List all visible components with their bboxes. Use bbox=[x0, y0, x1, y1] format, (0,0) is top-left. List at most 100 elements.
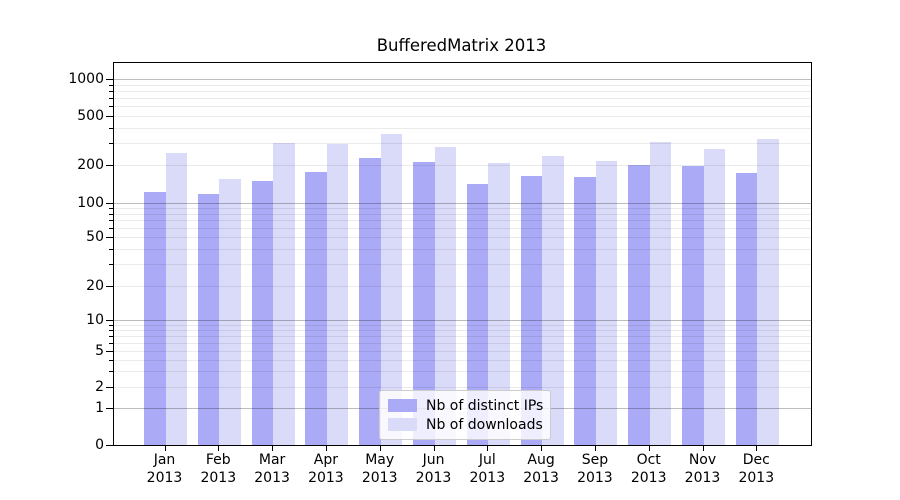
gridline-y-80 bbox=[114, 213, 811, 215]
y-minortick-mark-9 bbox=[109, 324, 113, 326]
x-tick-label-line: 2013 bbox=[254, 469, 290, 486]
y-tick-mark-10 bbox=[106, 320, 113, 321]
bar-nb-of-distinct-ips-feb-2013 bbox=[197, 193, 220, 445]
gridline-y-500 bbox=[114, 116, 811, 117]
gridline-y-6 bbox=[114, 342, 811, 344]
gridline-y-60 bbox=[114, 227, 811, 229]
y-tick-label-2: 2 bbox=[95, 379, 104, 396]
y-minortick-mark-7 bbox=[109, 335, 113, 337]
y-minortick-mark-90 bbox=[109, 207, 113, 209]
x-tick-mark-jan-2013 bbox=[164, 446, 166, 451]
y-minortick-mark-900 bbox=[109, 84, 113, 86]
x-tick-label-line: Apr bbox=[313, 452, 338, 468]
y-tick-mark-1000 bbox=[106, 79, 113, 80]
x-tick-label-line: Jul bbox=[478, 452, 496, 468]
x-tick-label-line: 2013 bbox=[308, 469, 344, 486]
gridline-y-4 bbox=[114, 359, 811, 361]
bar-nb-of-downloads-jun-2013 bbox=[434, 147, 456, 445]
x-tick-label-apr-2013: Apr 2013 bbox=[294, 452, 358, 487]
bar-nb-of-distinct-ips-oct-2013 bbox=[628, 164, 650, 445]
y-tick-mark-100 bbox=[106, 202, 113, 204]
gridline-y-5 bbox=[114, 351, 811, 352]
y-tick-label-0: 0 bbox=[95, 436, 104, 453]
x-tick-label-line: 2013 bbox=[415, 469, 452, 486]
x-tick-label-jul-2013: Jul 2013 bbox=[455, 452, 519, 487]
y-minortick-mark-400 bbox=[109, 127, 113, 129]
legend-swatch-downloads bbox=[388, 418, 417, 431]
gridline-y-1000 bbox=[114, 79, 811, 80]
bar-nb-of-downloads-dec-2013 bbox=[757, 139, 779, 445]
legend-label-downloads: Nb of downloads bbox=[426, 416, 543, 433]
x-tick-mark-jun-2013 bbox=[433, 446, 435, 451]
bar-nb-of-distinct-ips-jul-2013 bbox=[466, 184, 489, 445]
x-tick-mark-jul-2013 bbox=[487, 446, 489, 451]
x-tick-label-line: 2013 bbox=[200, 469, 237, 486]
y-minortick-mark-40 bbox=[109, 248, 113, 250]
gridline-y-200 bbox=[114, 165, 811, 166]
x-tick-label-line: 2013 bbox=[577, 469, 613, 486]
x-tick-label-oct-2013: Oct 2013 bbox=[617, 452, 681, 487]
bar-nb-of-distinct-ips-jan-2013 bbox=[144, 192, 166, 445]
bar-nb-of-distinct-ips-jun-2013 bbox=[413, 161, 435, 445]
gridline-y-50 bbox=[114, 236, 811, 238]
bar-nb-of-downloads-aug-2013 bbox=[542, 155, 564, 445]
gridline-y-400 bbox=[114, 127, 811, 129]
bar-nb-of-downloads-apr-2013 bbox=[326, 144, 349, 445]
y-minortick-mark-600 bbox=[109, 106, 113, 108]
x-tick-label-jan-2013: Jan 2013 bbox=[133, 452, 197, 487]
x-tick-label-line: 2013 bbox=[738, 469, 775, 486]
y-tick-mark-50 bbox=[106, 236, 113, 238]
y-minortick-mark-6 bbox=[109, 342, 113, 344]
y-minortick-mark-4 bbox=[109, 359, 113, 361]
y-tick-mark-20 bbox=[106, 285, 113, 287]
x-tick-mark-aug-2013 bbox=[541, 446, 543, 451]
y-minortick-mark-60 bbox=[109, 227, 113, 229]
legend-row-distinct-ips: Nb of distinct IPs bbox=[388, 396, 544, 415]
legend-label-distinct-ips: Nb of distinct IPs bbox=[426, 397, 544, 414]
x-tick-label-line: 2013 bbox=[523, 469, 559, 486]
x-tick-label-feb-2013: Feb 2013 bbox=[186, 452, 250, 487]
y-tick-mark-500 bbox=[106, 116, 113, 117]
x-tick-label-line: May bbox=[365, 452, 395, 468]
gridline-y-100 bbox=[114, 202, 811, 204]
bar-nb-of-downloads-sep-2013 bbox=[595, 161, 618, 445]
y-minortick-mark-3 bbox=[109, 371, 113, 373]
gridline-y-9 bbox=[114, 324, 811, 326]
x-tick-mark-nov-2013 bbox=[702, 446, 704, 451]
bar-nb-of-downloads-mar-2013 bbox=[273, 143, 295, 445]
legend-row-downloads: Nb of downloads bbox=[388, 415, 543, 434]
y-tick-label-200: 200 bbox=[77, 157, 104, 173]
gridline-y-40 bbox=[114, 248, 811, 250]
x-tick-label-mar-2013: Mar 2013 bbox=[240, 452, 304, 487]
bar-nb-of-downloads-oct-2013 bbox=[649, 141, 672, 445]
y-tick-label-10: 10 bbox=[86, 312, 104, 328]
x-tick-label-line: Oct bbox=[636, 452, 661, 468]
gridline-y-70 bbox=[114, 220, 811, 222]
x-tick-label-nov-2013: Nov 2013 bbox=[671, 452, 735, 487]
y-minortick-mark-8 bbox=[109, 329, 113, 331]
x-tick-label-jun-2013: Jun 2013 bbox=[402, 452, 466, 487]
y-tick-mark-2 bbox=[106, 387, 113, 389]
x-tick-label-line: Mar bbox=[258, 452, 286, 468]
y-tick-mark-0 bbox=[106, 444, 113, 446]
x-tick-label-line: Feb bbox=[205, 452, 231, 468]
x-tick-label-line: 2013 bbox=[684, 469, 721, 486]
gridline-y-900 bbox=[114, 84, 811, 86]
bar-nb-of-distinct-ips-dec-2013 bbox=[735, 172, 758, 445]
x-tick-label-line: Nov bbox=[688, 452, 717, 468]
x-tick-mark-apr-2013 bbox=[325, 446, 327, 451]
x-tick-label-line: 2013 bbox=[630, 469, 667, 486]
gridline-y-300 bbox=[114, 143, 811, 145]
gridline-y-700 bbox=[114, 98, 811, 100]
gridline-y-600 bbox=[114, 106, 811, 108]
gridline-y-7 bbox=[114, 335, 811, 337]
x-tick-label-may-2013: May 2013 bbox=[348, 452, 412, 487]
y-minortick-mark-800 bbox=[109, 90, 113, 92]
gridline-y-800 bbox=[114, 90, 811, 92]
gridline-y-3 bbox=[114, 371, 811, 373]
y-tick-mark-200 bbox=[106, 165, 113, 166]
bar-nb-of-downloads-feb-2013 bbox=[219, 179, 241, 445]
x-tick-label-line: Jun bbox=[422, 452, 445, 468]
plot-area: Nb of distinct IPs Nb of downloads bbox=[113, 62, 812, 446]
